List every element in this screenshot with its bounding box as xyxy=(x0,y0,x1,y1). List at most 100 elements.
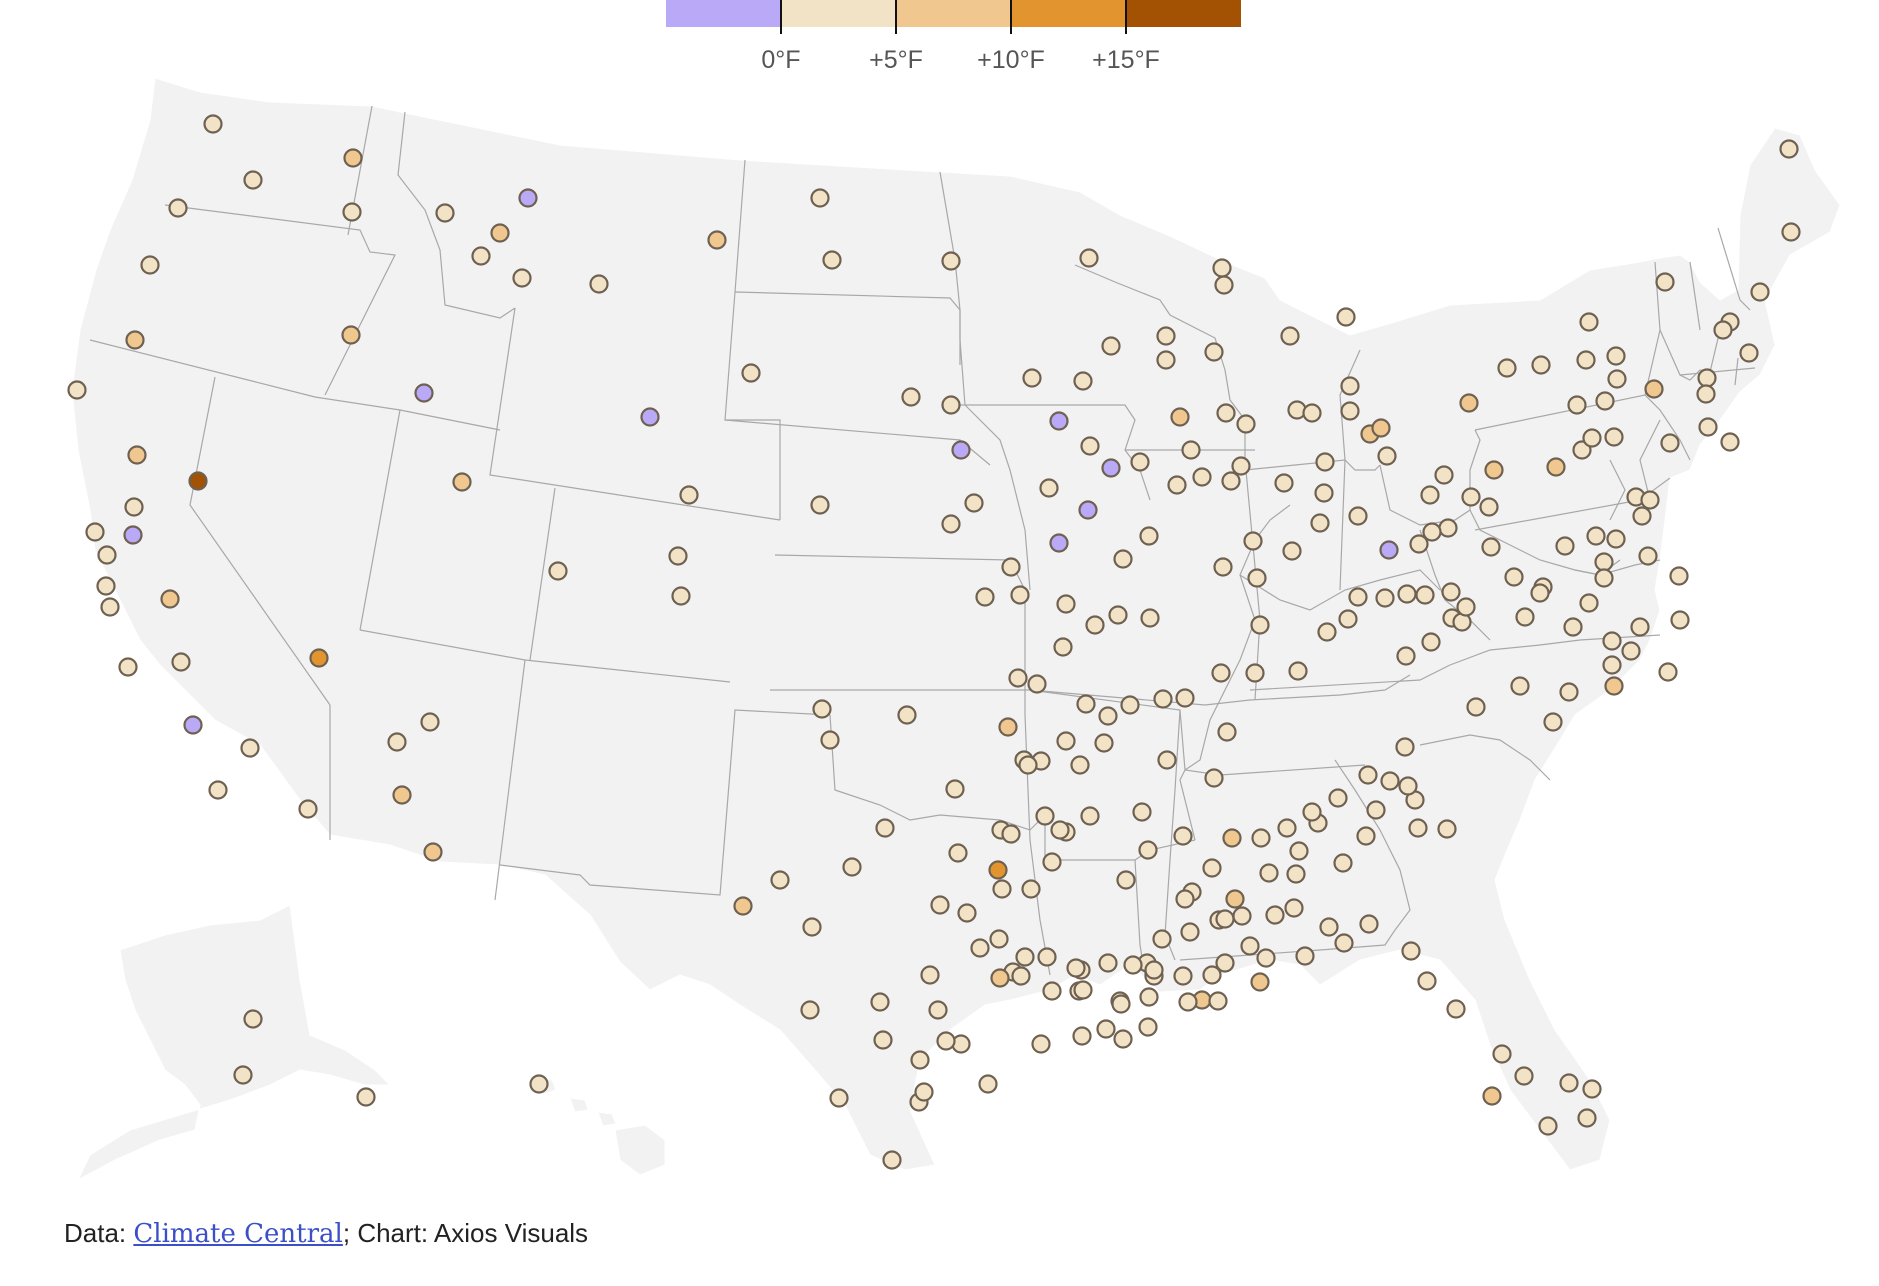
station-dot xyxy=(512,268,532,288)
station-dot xyxy=(1259,863,1279,883)
station-dot xyxy=(1265,905,1285,925)
station-dot xyxy=(1094,733,1114,753)
station-dot xyxy=(160,589,180,609)
station-dot xyxy=(1098,953,1118,973)
station-dot xyxy=(992,879,1012,899)
station-dot xyxy=(1366,800,1386,820)
station-dot xyxy=(1670,610,1690,630)
alaska-land xyxy=(76,904,392,1182)
station-dot xyxy=(1658,662,1678,682)
state-border xyxy=(1679,367,1756,376)
station-dot xyxy=(1348,587,1368,607)
station-dot xyxy=(668,546,688,566)
station-dot xyxy=(1459,393,1479,413)
state-border xyxy=(494,659,526,901)
station-dot xyxy=(1482,1086,1502,1106)
station-dot xyxy=(1274,473,1294,493)
station-dot xyxy=(124,497,144,517)
station-dot xyxy=(1214,275,1234,295)
state-border xyxy=(499,709,831,896)
station-dot xyxy=(1173,966,1193,986)
station-dot xyxy=(1018,755,1038,775)
station-dot xyxy=(243,1009,263,1029)
hawaii-land-4 xyxy=(614,1124,666,1176)
station-dot xyxy=(951,440,971,460)
station-dot xyxy=(640,407,660,427)
legend-swatch-above-15 xyxy=(1126,0,1241,27)
station-dot xyxy=(914,1082,934,1102)
station-dot xyxy=(203,114,223,134)
station-dot xyxy=(1422,522,1442,542)
hawaii-land-2 xyxy=(569,1097,589,1113)
station-dot xyxy=(1720,432,1740,452)
station-dot xyxy=(1319,917,1339,937)
station-dot xyxy=(1250,615,1270,635)
station-dot xyxy=(188,471,208,491)
station-dot xyxy=(1555,536,1575,556)
station-dot xyxy=(1231,456,1251,476)
station-dot xyxy=(1008,668,1028,688)
state-border xyxy=(89,339,316,398)
legend-swatch-below-0 xyxy=(666,0,781,27)
station-dot xyxy=(1211,663,1231,683)
station-dot xyxy=(1098,706,1118,726)
station-dot xyxy=(387,732,407,752)
station-dot xyxy=(1456,597,1476,617)
station-dot xyxy=(1415,585,1435,605)
station-dot xyxy=(800,1000,820,1020)
station-dot xyxy=(1204,342,1224,362)
station-dot xyxy=(127,445,147,465)
station-dot xyxy=(1152,929,1172,949)
station-dot xyxy=(1409,534,1429,554)
station-dot xyxy=(1243,531,1263,551)
station-dot xyxy=(1286,864,1306,884)
station-dot xyxy=(1420,485,1440,505)
station-dot xyxy=(1660,433,1680,453)
legend-tick xyxy=(1010,0,1012,34)
station-dot xyxy=(1579,312,1599,332)
station-dot xyxy=(1338,609,1358,629)
station-dot xyxy=(870,992,890,1012)
station-dot xyxy=(810,495,830,515)
station-dot xyxy=(1582,428,1602,448)
station-dot xyxy=(1750,282,1770,302)
station-dot xyxy=(1497,358,1517,378)
station-dot xyxy=(1011,966,1031,986)
station-dot xyxy=(1640,490,1660,510)
station-dot xyxy=(1022,368,1042,388)
station-dot xyxy=(1173,826,1193,846)
station-dot xyxy=(941,514,961,534)
state-border xyxy=(189,376,331,706)
station-dot xyxy=(1401,941,1421,961)
station-dot xyxy=(1208,991,1228,1011)
station-dot xyxy=(356,1087,376,1107)
state-border xyxy=(1639,419,1661,501)
station-dot xyxy=(1256,948,1276,968)
station-dot xyxy=(1027,674,1047,694)
climate-central-link[interactable]: Climate Central xyxy=(133,1219,343,1249)
station-dot xyxy=(118,657,138,677)
station-dot xyxy=(490,223,510,243)
station-dot xyxy=(1156,326,1176,346)
legend-tick-label-15: +15°F xyxy=(1092,46,1160,74)
station-dot xyxy=(1001,824,1021,844)
station-dot xyxy=(1138,840,1158,860)
station-dot xyxy=(1157,750,1177,770)
station-dot xyxy=(1698,417,1718,437)
state-border xyxy=(1204,674,1411,706)
station-dot xyxy=(1334,933,1354,953)
station-dot xyxy=(1277,818,1297,838)
state-border xyxy=(1339,459,1346,591)
station-dot xyxy=(1559,1073,1579,1093)
station-dot xyxy=(1595,391,1615,411)
land-layer xyxy=(71,77,1841,1182)
station-dot xyxy=(1175,688,1195,708)
station-dot xyxy=(208,780,228,800)
station-dot xyxy=(671,586,691,606)
station-dot xyxy=(1056,594,1076,614)
station-dot xyxy=(1655,272,1675,292)
hawaii-land-3 xyxy=(597,1111,617,1127)
station-dot xyxy=(1232,906,1252,926)
station-dot xyxy=(140,255,160,275)
station-dot xyxy=(1421,632,1441,652)
